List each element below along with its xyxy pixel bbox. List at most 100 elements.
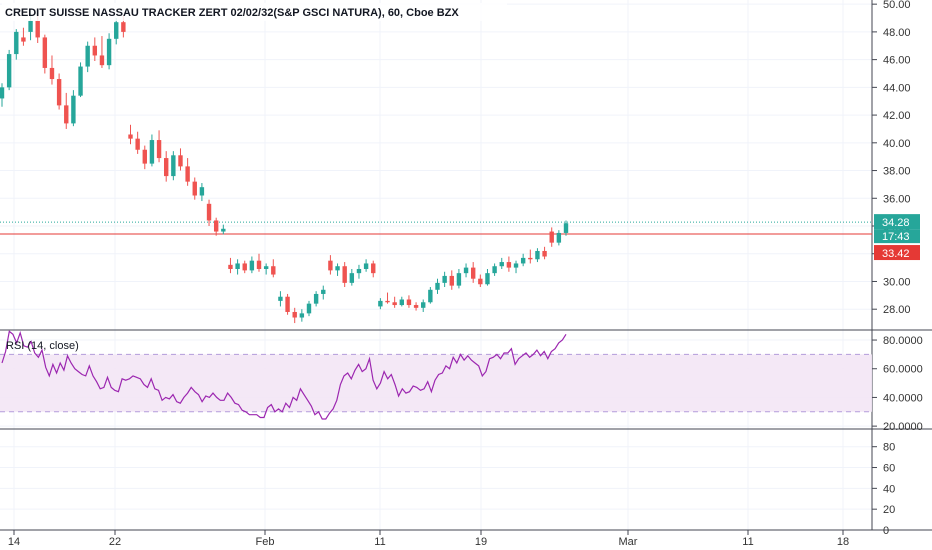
last-price-badge: 34.28 17:43 bbox=[874, 214, 920, 244]
time-tick-label: 14 bbox=[8, 536, 20, 548]
lower-tick-label: 60 bbox=[883, 463, 895, 475]
candle-body bbox=[549, 231, 554, 243]
candle-body bbox=[456, 273, 462, 286]
lower-tick-label: 40 bbox=[883, 483, 895, 495]
candle-body bbox=[292, 311, 297, 318]
candle-body bbox=[256, 260, 262, 269]
reference-price-badge-text: 33.42 bbox=[882, 248, 910, 260]
candle-body bbox=[221, 228, 226, 232]
candle-body bbox=[156, 140, 162, 159]
candle-body bbox=[99, 55, 105, 66]
candle-body bbox=[478, 278, 483, 285]
candle-body bbox=[164, 158, 169, 177]
candle-body bbox=[435, 282, 440, 290]
candle-body bbox=[385, 300, 390, 303]
candle-body bbox=[428, 289, 433, 303]
rsi-tick-label: 60.0000 bbox=[883, 364, 923, 376]
candle-body bbox=[149, 140, 155, 164]
lower-tick-label: 80 bbox=[883, 442, 895, 454]
rsi-tick-label: 80.0000 bbox=[883, 335, 923, 347]
candle-body bbox=[470, 267, 476, 279]
candle-body bbox=[92, 45, 98, 56]
candle-body bbox=[28, 20, 33, 32]
price-tick-label: 44.00 bbox=[883, 82, 911, 94]
candle-body bbox=[242, 263, 247, 271]
price-tick-label: 48.00 bbox=[883, 27, 911, 39]
candle-body bbox=[528, 257, 533, 260]
reference-price-badge-bg bbox=[874, 245, 920, 261]
candle-body bbox=[463, 267, 469, 274]
candlestick-series bbox=[0, 12, 569, 324]
rsi-tick-label: 40.0000 bbox=[883, 392, 923, 404]
time-tick-label: Mar bbox=[619, 536, 638, 548]
price-tick-label: 30.00 bbox=[883, 276, 911, 288]
price-tick-label: 28.00 bbox=[883, 304, 911, 316]
candle-body bbox=[192, 181, 197, 196]
candle-body bbox=[363, 263, 369, 269]
candle-body bbox=[342, 266, 347, 283]
candle-body bbox=[114, 22, 119, 39]
candle-body bbox=[413, 305, 419, 308]
candle-body bbox=[78, 66, 83, 96]
candle-body bbox=[392, 302, 397, 306]
rsi-line bbox=[1, 330, 567, 420]
candle-body bbox=[135, 138, 140, 150]
candle-body bbox=[306, 303, 312, 314]
candle-body bbox=[71, 95, 76, 124]
time-axis[interactable]: 14 22 Feb 11 19 Mar 11 18 bbox=[8, 530, 849, 548]
candle-body bbox=[142, 149, 147, 164]
candle-body bbox=[278, 296, 283, 301]
candle-body bbox=[349, 273, 355, 283]
candle-body bbox=[335, 266, 340, 271]
candle-body bbox=[14, 31, 19, 55]
candle-body bbox=[171, 155, 176, 177]
candle-body bbox=[328, 260, 333, 271]
candle-body bbox=[35, 20, 40, 38]
price-tick-label: 38.00 bbox=[883, 166, 911, 178]
candle-body bbox=[178, 155, 183, 167]
candle-body bbox=[399, 299, 404, 306]
candle-body bbox=[6, 54, 12, 88]
rsi-axis[interactable]: 80.0000 60.0000 40.0000 20.0000 bbox=[872, 335, 923, 433]
candle-body bbox=[56, 79, 62, 106]
time-tick-label: Feb bbox=[256, 536, 275, 548]
candle-body bbox=[499, 262, 504, 267]
candle-body bbox=[449, 275, 454, 286]
candle-body bbox=[442, 275, 447, 283]
time-tick-label: 18 bbox=[837, 536, 849, 548]
lower-axis[interactable]: 80 60 40 20 0 bbox=[872, 442, 895, 537]
candle-body bbox=[520, 257, 526, 264]
rsi-indicator-label[interactable]: RSI (14, close) bbox=[6, 340, 79, 352]
time-tick-label: 22 bbox=[109, 536, 121, 548]
candle-body bbox=[535, 250, 540, 260]
candle-body bbox=[0, 87, 5, 99]
countdown-badge-bg bbox=[874, 229, 920, 244]
candle-body bbox=[406, 299, 412, 306]
candle-body bbox=[285, 296, 290, 312]
candle-body bbox=[42, 37, 48, 68]
candle-body bbox=[299, 313, 305, 318]
candle-body bbox=[542, 250, 547, 257]
candle-body bbox=[228, 264, 233, 269]
candle-body bbox=[485, 273, 490, 285]
countdown-badge-text: 17:43 bbox=[882, 231, 910, 243]
candle-body bbox=[378, 300, 383, 307]
candle-body bbox=[506, 262, 512, 268]
price-tick-label: 36.00 bbox=[883, 193, 911, 205]
candle-body bbox=[235, 263, 240, 269]
candle-body bbox=[49, 67, 55, 80]
price-tick-label: 50.00 bbox=[883, 0, 911, 11]
candle-body bbox=[513, 263, 519, 268]
price-tick-label: 42.00 bbox=[883, 110, 911, 122]
candle-body bbox=[249, 260, 255, 271]
candle-body bbox=[356, 268, 362, 274]
candle-body bbox=[21, 37, 26, 42]
price-tick-label: 40.00 bbox=[883, 138, 911, 150]
last-price-badge-text: 34.28 bbox=[882, 217, 910, 229]
lower-tick-label: 0 bbox=[883, 525, 889, 537]
candle-body bbox=[206, 203, 212, 221]
rsi-band bbox=[0, 354, 872, 412]
reference-price-badge: 33.42 bbox=[874, 245, 920, 261]
title-backdrop bbox=[2, 3, 507, 21]
